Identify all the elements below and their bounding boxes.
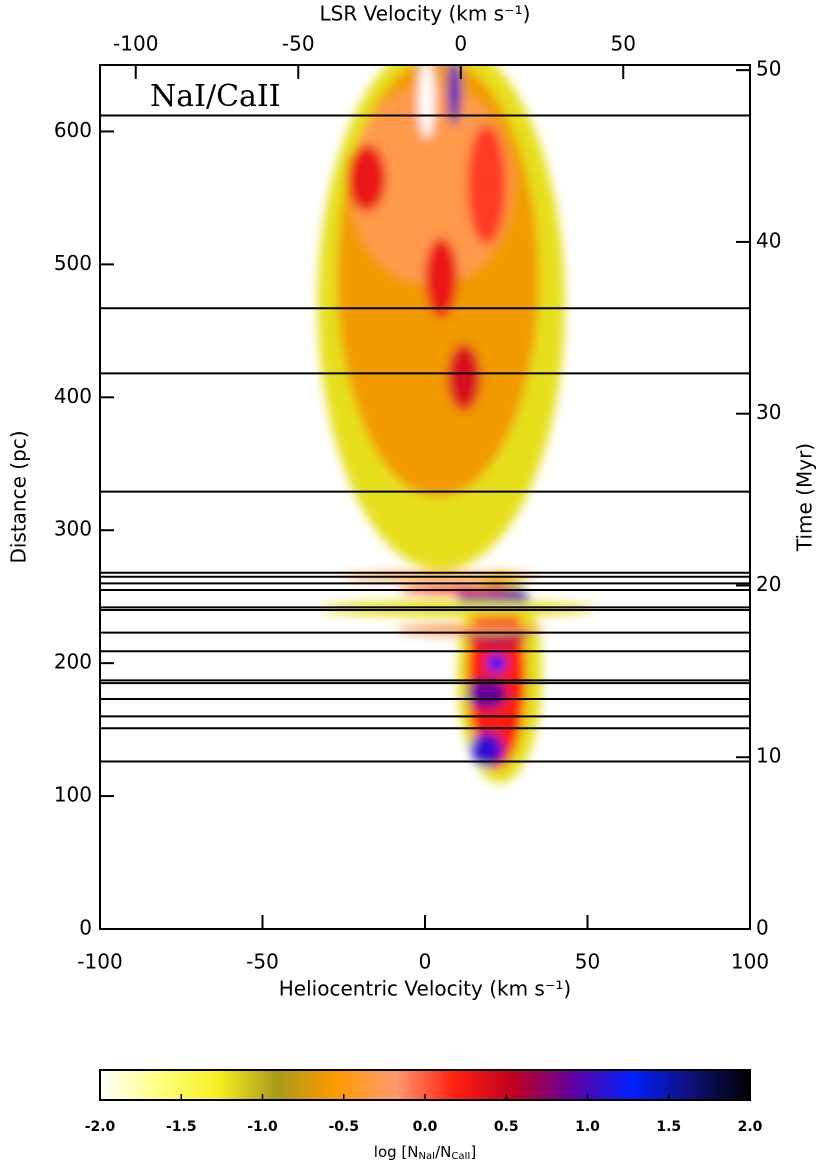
heatmap-patch bbox=[347, 144, 386, 212]
heatmap-patch bbox=[418, 65, 435, 139]
colorbar-label: log [NNaI/NCaII] bbox=[374, 1143, 476, 1163]
colorbar-label-sub: CaII bbox=[451, 1151, 470, 1162]
y2-tick-label: 40 bbox=[756, 228, 781, 252]
y2-tick-label: 20 bbox=[756, 572, 781, 596]
x-tick-label: 0 bbox=[419, 950, 432, 974]
y2-axis-label: Time (Myr) bbox=[793, 443, 817, 552]
colorbar-label-sub: NaI bbox=[419, 1151, 436, 1162]
colorbar-tick-label: 0.5 bbox=[494, 1119, 519, 1135]
y2-tick-label: 30 bbox=[756, 400, 781, 424]
heatmap-patch bbox=[425, 237, 458, 318]
y-tick-label: 400 bbox=[54, 384, 92, 408]
colorbar-tick-label: -1.5 bbox=[166, 1119, 197, 1135]
colorbar-tick-label: -1.0 bbox=[247, 1119, 278, 1135]
y-tick-label: 600 bbox=[54, 118, 92, 142]
x-tick-label: -50 bbox=[246, 950, 279, 974]
heatmap-patch bbox=[467, 124, 507, 245]
x-axis-label: Heliocentric Velocity (km s⁻¹) bbox=[279, 977, 571, 1001]
heatmap-patch bbox=[447, 344, 481, 411]
y-axis-label: Distance (pc) bbox=[7, 430, 31, 563]
x-tick-label: 50 bbox=[575, 950, 600, 974]
heatmap bbox=[317, 65, 594, 783]
colorbar-tick-label: -2.0 bbox=[85, 1119, 116, 1135]
heatmap-patch bbox=[447, 65, 461, 125]
y-tick-label: 100 bbox=[54, 783, 92, 807]
colorbar-label-text: ] bbox=[470, 1143, 476, 1161]
x2-tick-label: 50 bbox=[611, 32, 636, 56]
x2-axis-label: LSR Velocity (km s⁻¹) bbox=[320, 2, 531, 26]
colorbar-tick-label: 0.0 bbox=[413, 1119, 438, 1135]
colorbar-label-text: /N bbox=[435, 1143, 451, 1161]
y2-tick-label: 10 bbox=[756, 744, 781, 768]
y-tick-label: 500 bbox=[54, 251, 92, 275]
y2-tick-label: 0 bbox=[756, 916, 769, 940]
heatmap-patch bbox=[467, 679, 507, 709]
x-tick-label: 100 bbox=[731, 950, 769, 974]
annotation: NaI/CaII bbox=[150, 79, 281, 114]
y-tick-label: 0 bbox=[79, 916, 92, 940]
colorbar-tick-label: -0.5 bbox=[328, 1119, 359, 1135]
x2-tick-label: 0 bbox=[454, 32, 467, 56]
heatmap-patch bbox=[350, 84, 513, 285]
colorbar-tick-label: 1.0 bbox=[575, 1119, 600, 1135]
y-tick-label: 200 bbox=[54, 650, 92, 674]
x2-tick-label: -50 bbox=[282, 32, 315, 56]
heatmap-patch bbox=[321, 600, 594, 617]
y2-tick-label: 50 bbox=[756, 57, 781, 81]
heatmap-patch bbox=[470, 732, 503, 767]
x-tick-label: -100 bbox=[77, 950, 122, 974]
x2-tick-label: -100 bbox=[113, 32, 158, 56]
y-tick-label: 300 bbox=[54, 517, 92, 541]
colorbar-tick-label: 1.5 bbox=[656, 1119, 681, 1135]
heatmap-patch bbox=[486, 653, 507, 673]
colorbar-tick-label: 2.0 bbox=[738, 1119, 763, 1135]
colorbar-label-text: log [N bbox=[374, 1143, 419, 1161]
heatmap-patch bbox=[395, 624, 546, 636]
